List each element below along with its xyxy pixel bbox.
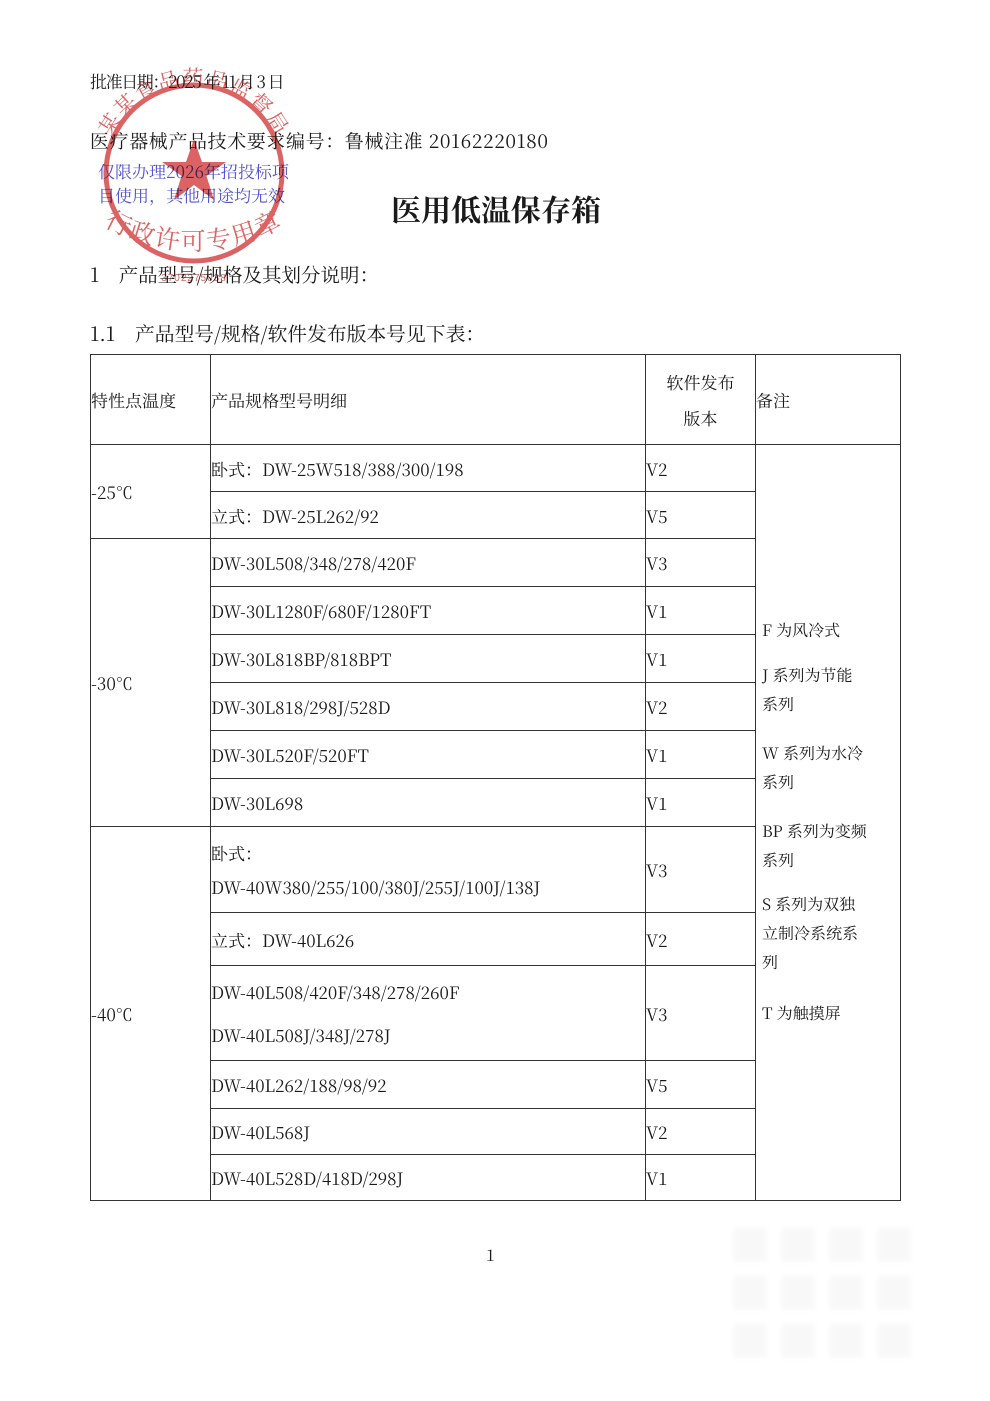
svg-text:行政许可专用章: 行政许可专用章 <box>100 200 288 258</box>
